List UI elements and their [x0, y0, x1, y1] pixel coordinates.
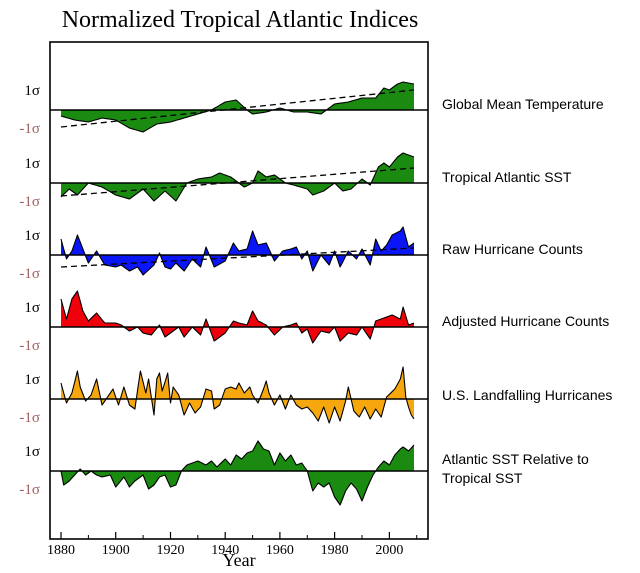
panel-label: Raw Hurricane Counts: [442, 241, 583, 257]
panel-5: 1σ -1σ Atlantic SST Relative to Tropical SS…: [19, 440, 589, 506]
sigma-label-neg: -1σ: [19, 121, 40, 137]
sigma-label-pos: 1σ: [24, 228, 40, 244]
chart-title: Normalized Tropical Atlantic Indices: [62, 7, 419, 33]
panel-label: Adjusted Hurricane Counts: [442, 313, 609, 329]
sigma-label-neg: -1σ: [19, 266, 40, 282]
panel-label: Global Mean Temperature: [442, 96, 604, 112]
series-area: [61, 367, 414, 423]
sigma-label-neg: -1σ: [19, 194, 40, 210]
series-line: [60, 81, 415, 133]
series-line: [60, 152, 415, 202]
series-area: [61, 227, 414, 275]
sigma-label-pos: 1σ: [24, 444, 40, 460]
x-tick-label: 1940: [211, 543, 239, 558]
series-line: [60, 440, 415, 506]
series-area: [61, 291, 414, 343]
x-tick-label: 2000: [375, 543, 403, 558]
sigma-label-neg: -1σ: [19, 482, 40, 498]
x-tick-label: 1960: [266, 543, 294, 558]
x-tick-label: 1900: [102, 543, 130, 558]
series-line: [60, 226, 415, 276]
series-area: [61, 82, 414, 132]
panel-1: 1σ -1σ Tropical Atlantic SST: [19, 152, 572, 210]
sigma-label-neg: -1σ: [19, 410, 40, 426]
panel-2: 1σ -1σ Raw Hurricane Counts: [19, 226, 583, 282]
sigma-label-pos: 1σ: [24, 300, 40, 316]
panel-label: U.S. Landfalling Hurricanes: [442, 387, 612, 403]
trend-line: [60, 167, 415, 197]
panel-0: 1σ -1σ Global Mean Temperature: [19, 81, 604, 137]
trend-line: [60, 89, 415, 128]
x-tick-label: 1920: [157, 543, 185, 558]
panels-layer: 1σ -1σ Global Mean Temperature 1σ -1σ Tropica…: [19, 81, 612, 506]
sigma-label-pos: 1σ: [24, 83, 40, 99]
sigma-label-pos: 1σ: [24, 156, 40, 172]
trend-line: [60, 247, 415, 268]
panel-label: Atlantic SST Relative to: [442, 451, 589, 467]
sigma-label-neg: -1σ: [19, 338, 40, 354]
sigma-label-pos: 1σ: [24, 372, 40, 388]
panel-label: Tropical Atlantic SST: [442, 169, 572, 185]
x-axis-label: Year: [222, 550, 255, 570]
series-line: [60, 366, 415, 424]
panel-3: 1σ -1σ Adjusted Hurricane Counts: [19, 290, 609, 354]
x-axis: 1880 1900 1920 1940 1960 1980 2000: [47, 532, 418, 558]
series-line: [60, 290, 415, 344]
plot-frame: [49, 41, 429, 540]
panel-4: 1σ -1σ U.S. Landfalling Hurricanes: [19, 366, 612, 426]
series-area: [61, 441, 414, 505]
x-tick-label: 1980: [321, 543, 349, 558]
x-tick-label: 1880: [47, 543, 75, 558]
panel-label: Tropical SST: [442, 470, 523, 486]
